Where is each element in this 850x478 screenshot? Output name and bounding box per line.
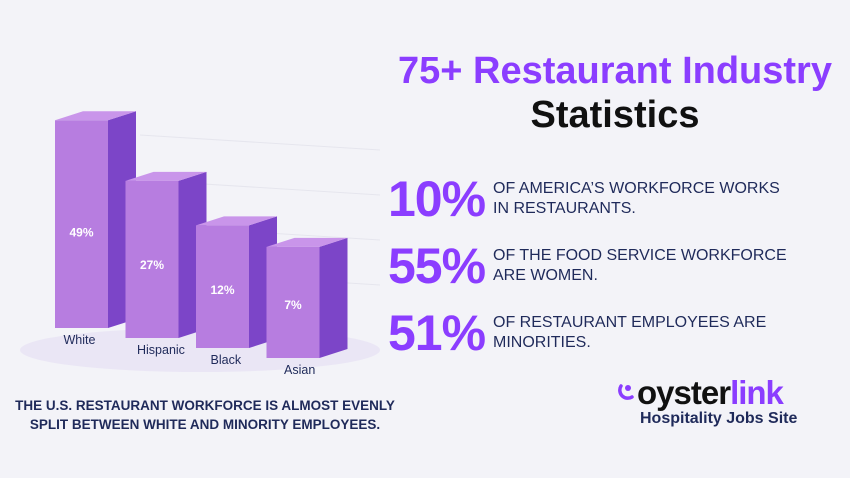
stat-text: OF THE FOOD SERVICE WORKFORCE ARE WOMEN.	[493, 247, 787, 284]
stat-text: OF AMERICA’S WORKFORCE WORKS IN RESTAURA…	[493, 180, 780, 217]
stat-text: OF RESTAURANT EMPLOYEES ARE MINORITIES.	[493, 314, 767, 351]
logo-tagline: Hospitality Jobs Site	[640, 410, 798, 427]
oysterlink-logo: oysterlink	[637, 374, 784, 411]
stat-value: 51%	[388, 305, 486, 361]
bar-hispanic	[125, 180, 179, 338]
category-label: White	[64, 333, 96, 347]
oysterlink-logo-icon	[618, 384, 634, 400]
chart-caption: THE U.S. RESTAURANT WORKFORCE IS ALMOST …	[15, 398, 395, 432]
data-label: 27%	[140, 258, 164, 272]
stat-1: 10% OF AMERICA’S WORKFORCE WORKS IN REST…	[388, 170, 793, 228]
bar-top	[196, 216, 277, 226]
title-line-2: Statistics	[530, 94, 700, 136]
bar-top	[266, 237, 348, 247]
category-label: Hispanic	[137, 343, 185, 357]
stat-value: 55%	[388, 238, 486, 294]
data-label: 12%	[210, 283, 234, 297]
bar-top	[125, 171, 207, 181]
bar-black	[196, 225, 249, 348]
stat-2: 55% OF THE FOOD SERVICE WORKFORCE ARE WO…	[388, 237, 793, 295]
title-line-1: 75+ Restaurant Industry	[398, 50, 832, 92]
stat-3: 51% OF RESTAURANT EMPLOYEES ARE MINORITI…	[388, 304, 793, 362]
bar-side	[319, 237, 348, 358]
bar-chart: 49% White 27% Hispanic 12% Black 7% Asian	[20, 111, 381, 377]
bar-asian	[266, 246, 320, 358]
grid-line	[139, 134, 381, 151]
category-label: Asian	[284, 363, 315, 377]
bar-white	[55, 120, 108, 328]
data-label: 49%	[69, 226, 93, 240]
stat-value: 10%	[388, 171, 486, 227]
bar-top	[55, 111, 136, 121]
category-label: Black	[211, 353, 242, 367]
data-label: 7%	[284, 298, 302, 312]
